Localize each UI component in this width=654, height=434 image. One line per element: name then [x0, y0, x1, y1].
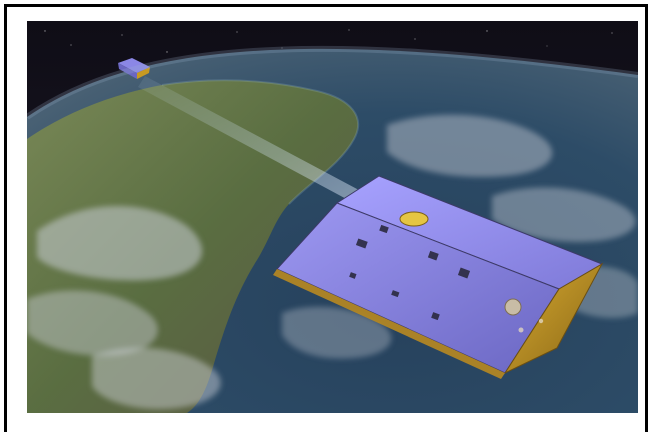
satellite-trail	[118, 58, 150, 79]
satellite-modules	[349, 224, 471, 321]
satellite-lead	[273, 175, 604, 379]
satellite-photo	[27, 21, 638, 413]
satellite-scene	[27, 21, 638, 413]
satellite-port	[504, 298, 522, 316]
coastline	[161, 79, 360, 205]
satellite-gold-end	[503, 262, 604, 375]
stars	[44, 29, 613, 53]
photo-border	[4, 4, 648, 432]
atmosphere-glow	[27, 45, 638, 120]
cloud-layer	[27, 114, 638, 410]
satellite-top-disk	[399, 211, 429, 227]
laser-link-beam	[138, 76, 372, 209]
